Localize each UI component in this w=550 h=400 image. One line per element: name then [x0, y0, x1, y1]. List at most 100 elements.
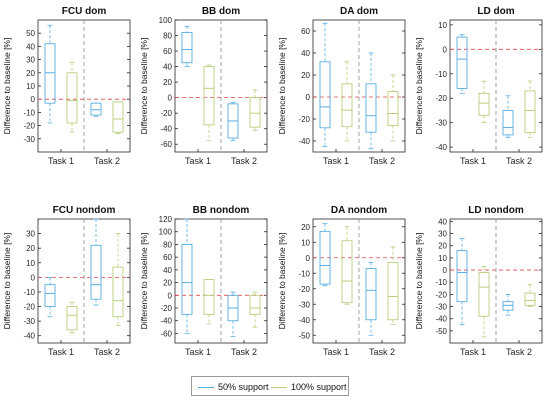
y-tick-label-ld-nondom: 0: [443, 266, 448, 275]
panel-ld-nondom: LD nondom -50 -40 -30 -20 -10 0 10 20 30 40 Differe…: [414, 205, 543, 357]
legend-label-100-support: 100% support: [291, 382, 347, 392]
box-100-support-task-1-ld-dom-iqr: [478, 92, 490, 116]
y-tick-label-da-dom: 60: [301, 27, 310, 36]
box-100-support-task-1-da-dom: [341, 61, 353, 142]
panel-fcu-dom: FCU dom -30 -20 -10 0 10 20 30 40 50 Difference to…: [2, 6, 131, 166]
legend-label-50-support: 50% support: [218, 382, 269, 392]
panel-da-nondom: DA nondom -50 -40 -30 -20 -10 0 10 20 Difference …: [277, 205, 406, 357]
box-50-support-task-1-fcu-nondom-iqr: [44, 284, 56, 307]
y-tick-label-fcu-nondom: 20: [26, 244, 35, 253]
box-50-support-task-2-bb-nondom: [227, 291, 239, 338]
panel-bb-nondom: BB nondom -60 -40 -20 0 20 40 60 80 100 120 Differe…: [139, 205, 268, 357]
y-tick-label-bb-nondom: 60: [163, 253, 172, 262]
y-tick-label-ld-nondom: 20: [438, 242, 447, 251]
y-tick-label-da-nondom: 10: [301, 238, 310, 247]
x-tick-label-task-1-da-nondom: Task 1: [323, 347, 349, 357]
y-tick-label-ld-dom: -20: [435, 94, 447, 103]
y-tick-label-fcu-dom: 50: [26, 29, 35, 38]
x-tick-label-task-1-bb-nondom: Task 1: [185, 347, 211, 357]
y-tick-label-ld-dom: 10: [438, 21, 447, 30]
x-tick-label-task-2-bb-dom: Task 2: [231, 156, 257, 166]
y-tick-label-fcu-dom: -30: [23, 135, 35, 144]
y-tick-label-fcu-dom: 0: [31, 95, 36, 104]
box-50-support-task-1-bb-nondom-iqr: [181, 243, 193, 315]
y-tick-label-fcu-dom: -10: [23, 108, 35, 117]
legend: 50% support 100% support: [191, 376, 349, 396]
y-tick-label-bb-dom: -40: [160, 125, 172, 134]
box-50-support-task-1-fcu-dom-iqr: [44, 43, 56, 104]
y-tick-label-bb-nondom: 80: [163, 240, 172, 249]
y-axis-label-fcu-nondom: Difference to baseline [%]: [2, 233, 12, 330]
y-tick-label-ld-nondom: 10: [438, 254, 447, 263]
box-50-support-task-1-ld-nondom: [456, 238, 468, 326]
box-50-support-task-2-fcu-nondom-iqr: [90, 244, 102, 300]
box-50-support-task-1-bb-dom-iqr: [181, 31, 193, 64]
box-50-support-task-1-ld-dom-iqr: [456, 36, 468, 89]
x-tick-label-task-1-da-dom: Task 1: [323, 156, 349, 166]
box-50-support-task-1-ld-dom: [456, 34, 468, 94]
y-tick-label-ld-dom: -30: [435, 119, 447, 128]
x-tick-label-task-1-bb-dom: Task 1: [185, 156, 211, 166]
box-50-support-task-2-da-nondom: [365, 261, 377, 336]
chart-title-ld-nondom: LD nondom: [468, 205, 524, 216]
panel-ld-dom: LD dom -40 -30 -20 -10 0 10 Difference to basel…: [414, 6, 543, 166]
box-100-support-task-2-ld-dom-iqr: [524, 90, 536, 133]
chart-title-fcu-nondom: FCU nondom: [53, 205, 116, 216]
x-tick-label-task-2-bb-nondom: Task 2: [231, 347, 257, 357]
y-tick-label-ld-nondom: 40: [438, 217, 447, 226]
box-50-support-task-1-da-dom-iqr: [319, 61, 331, 129]
panel-bb-dom: BB dom -60 -40 -20 0 20 40 60 80 100 Difference to…: [139, 6, 268, 166]
box-100-support-task-1-da-dom-iqr: [341, 83, 353, 128]
y-tick-label-fcu-nondom: 0: [31, 273, 36, 282]
box-50-support-task-2-da-nondom-iqr: [365, 268, 377, 321]
box-100-support-task-1-bb-dom: [203, 64, 215, 141]
y-tick-label-bb-dom: 0: [168, 94, 173, 103]
y-axis-label-da-nondom: Difference to baseline [%]: [277, 233, 287, 330]
box-50-support-task-2-da-dom: [365, 52, 377, 150]
box-100-support-task-1-fcu-nondom: [66, 301, 78, 334]
box-100-support-task-2-bb-nondom: [249, 291, 261, 328]
y-tick-label-fcu-nondom: -20: [23, 303, 35, 312]
y-axis-label-bb-nondom: Difference to baseline [%]: [139, 233, 149, 330]
y-tick-label-bb-dom: 60: [163, 47, 172, 56]
y-tick-label-bb-nondom: -40: [160, 317, 172, 326]
y-tick-label-fcu-dom: 20: [26, 69, 35, 78]
y-axis-label-fcu-dom: Difference to baseline [%]: [2, 38, 12, 135]
box-50-support-task-2-ld-nondom: [502, 293, 514, 316]
y-tick-label-da-dom: -20: [298, 115, 310, 124]
box-50-support-task-1-fcu-dom: [44, 24, 56, 124]
y-tick-label-bb-nondom: 0: [168, 291, 173, 300]
box-50-support-task-1-bb-dom: [181, 25, 193, 67]
box-100-support-task-1-bb-nondom-iqr: [203, 278, 215, 315]
y-tick-label-fcu-nondom: -30: [23, 317, 35, 326]
y-axis-label-ld-dom: Difference to baseline [%]: [414, 38, 424, 135]
box-100-support-task-1-ld-dom: [478, 80, 490, 124]
y-tick-label-fcu-dom: 10: [26, 82, 35, 91]
box-50-support-task-2-ld-dom-iqr: [502, 109, 514, 136]
x-tick-label-task-1-fcu-nondom: Task 1: [48, 347, 74, 357]
y-tick-label-da-dom: 0: [306, 93, 311, 102]
box-100-support-task-2-ld-dom: [524, 80, 536, 138]
box-50-support-task-1-ld-nondom-iqr: [456, 250, 468, 303]
x-tick-label-task-1-ld-dom: Task 1: [460, 156, 486, 166]
box-100-support-task-2-fcu-nondom-iqr: [112, 266, 124, 318]
y-tick-label-bb-nondom: 20: [163, 279, 172, 288]
y-tick-label-bb-nondom: 40: [163, 266, 172, 275]
box-100-support-task-1-fcu-dom: [66, 61, 78, 133]
box-100-support-task-2-fcu-nondom: [112, 233, 124, 326]
y-tick-label-da-nondom: -10: [298, 269, 310, 278]
y-tick-label-da-nondom: -20: [298, 285, 310, 294]
panel-da-dom: DA dom -40 -20 0 20 40 60 Difference to baselin…: [277, 6, 406, 166]
box-100-support-task-2-da-dom: [387, 74, 399, 142]
box-50-support-task-2-fcu-dom: [90, 102, 102, 117]
box-100-support-task-2-bb-dom-iqr: [249, 97, 261, 128]
chart-title-fcu-dom: FCU dom: [62, 6, 107, 17]
box-100-support-task-2-fcu-dom: [112, 101, 124, 134]
box-100-support-task-2-bb-nondom-iqr: [249, 294, 261, 315]
y-tick-label-da-nondom: 20: [301, 223, 310, 232]
y-tick-label-fcu-dom: -20: [23, 122, 35, 131]
y-tick-label-fcu-nondom: -40: [23, 332, 35, 341]
chart-title-bb-dom: BB dom: [202, 6, 240, 17]
x-tick-label-task-2-fcu-dom: Task 2: [94, 156, 120, 166]
x-tick-label-task-2-fcu-nondom: Task 2: [94, 347, 120, 357]
